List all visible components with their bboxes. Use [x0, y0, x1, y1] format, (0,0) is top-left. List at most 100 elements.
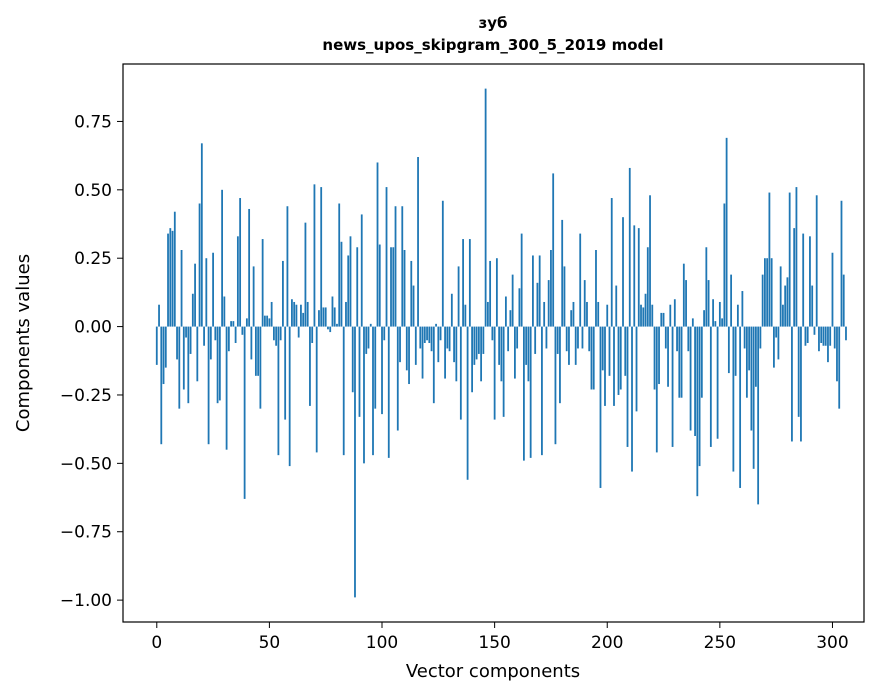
- bar: [248, 208, 251, 327]
- bar: [441, 200, 444, 327]
- bar: [284, 326, 287, 420]
- bar: [784, 285, 787, 327]
- bar: [563, 266, 566, 327]
- bar: [408, 326, 410, 385]
- bar: [788, 192, 791, 327]
- bar: [730, 274, 733, 327]
- bar: [579, 233, 582, 327]
- bar: [464, 304, 467, 327]
- bar: [741, 291, 744, 327]
- x-tick-label: 50: [259, 633, 281, 653]
- bar: [752, 326, 755, 469]
- x-axis-ticks: 0 50 100 150 200 250 300: [151, 622, 849, 653]
- bar: [561, 219, 564, 327]
- bar: [457, 266, 460, 327]
- bar: [387, 326, 390, 458]
- bar: [349, 236, 352, 327]
- bar: [667, 326, 669, 387]
- bar: [277, 326, 280, 456]
- bar: [484, 88, 487, 327]
- bar: [685, 280, 687, 327]
- bar: [466, 326, 469, 480]
- bar: [261, 239, 264, 327]
- bar: [297, 326, 300, 338]
- bar: [610, 198, 613, 327]
- x-tick-label: 150: [478, 633, 510, 653]
- bar: [804, 326, 807, 346]
- bar: [725, 137, 728, 327]
- bar: [793, 228, 796, 327]
- bar: [218, 326, 221, 401]
- bar: [541, 326, 543, 456]
- bar: [236, 236, 239, 327]
- bar: [448, 326, 451, 352]
- bar: [383, 326, 386, 341]
- bar: [354, 326, 356, 598]
- bar: [351, 326, 354, 393]
- bar: [716, 326, 719, 439]
- bar: [288, 326, 291, 467]
- bar: [504, 296, 507, 327]
- bar: [635, 326, 638, 412]
- bar: [270, 301, 273, 327]
- plot-frame: [122, 63, 865, 623]
- bar: [824, 326, 827, 346]
- bar: [369, 323, 372, 327]
- bar: [313, 184, 316, 327]
- bar: [180, 250, 183, 327]
- y-tick-label: 0.00: [74, 318, 112, 338]
- bar: [214, 326, 217, 341]
- y-tick-label: 0.50: [74, 181, 112, 201]
- bar: [538, 255, 541, 327]
- bar: [200, 143, 203, 327]
- bar: [444, 326, 446, 379]
- bar: [570, 310, 573, 327]
- bar: [268, 318, 271, 327]
- bar: [275, 326, 278, 346]
- bar: [252, 266, 255, 327]
- bar: [577, 326, 579, 349]
- bar: [250, 326, 253, 360]
- bar: [223, 296, 226, 327]
- bar: [306, 301, 309, 327]
- bar: [554, 326, 557, 445]
- bar: [232, 321, 235, 327]
- bar: [689, 326, 692, 431]
- bar: [414, 326, 417, 365]
- bar: [628, 167, 631, 327]
- bar: [394, 206, 397, 327]
- bar: [660, 312, 663, 327]
- bar: [507, 326, 510, 352]
- bar: [669, 304, 672, 327]
- bar: [723, 203, 726, 327]
- bar: [336, 323, 338, 327]
- bar: [279, 326, 282, 341]
- bar: [818, 326, 820, 352]
- bar: [266, 315, 269, 327]
- bar: [378, 244, 381, 327]
- bar: [718, 301, 721, 327]
- bar: [574, 326, 577, 365]
- bar: [399, 326, 401, 363]
- bar: [209, 326, 212, 360]
- bar: [403, 250, 406, 327]
- bar: [694, 326, 696, 436]
- bar: [493, 326, 496, 420]
- bar: [768, 192, 771, 327]
- bar: [333, 307, 336, 327]
- y-tick-label: −1.00: [60, 591, 112, 611]
- bar: [581, 326, 584, 349]
- bar: [374, 326, 377, 409]
- bar: [809, 236, 811, 327]
- bar: [428, 326, 431, 343]
- bar: [365, 326, 368, 354]
- bar: [423, 326, 426, 343]
- x-tick-label: 300: [816, 633, 848, 653]
- bar: [225, 326, 228, 450]
- bar: [550, 250, 552, 327]
- bar: [617, 326, 620, 395]
- bar: [480, 326, 483, 382]
- bar: [500, 326, 503, 382]
- bar: [822, 326, 825, 346]
- bar: [450, 293, 453, 327]
